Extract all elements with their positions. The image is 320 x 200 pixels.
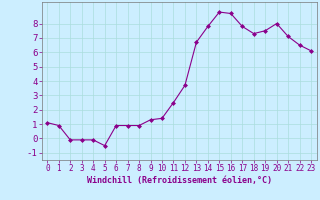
X-axis label: Windchill (Refroidissement éolien,°C): Windchill (Refroidissement éolien,°C) — [87, 176, 272, 185]
